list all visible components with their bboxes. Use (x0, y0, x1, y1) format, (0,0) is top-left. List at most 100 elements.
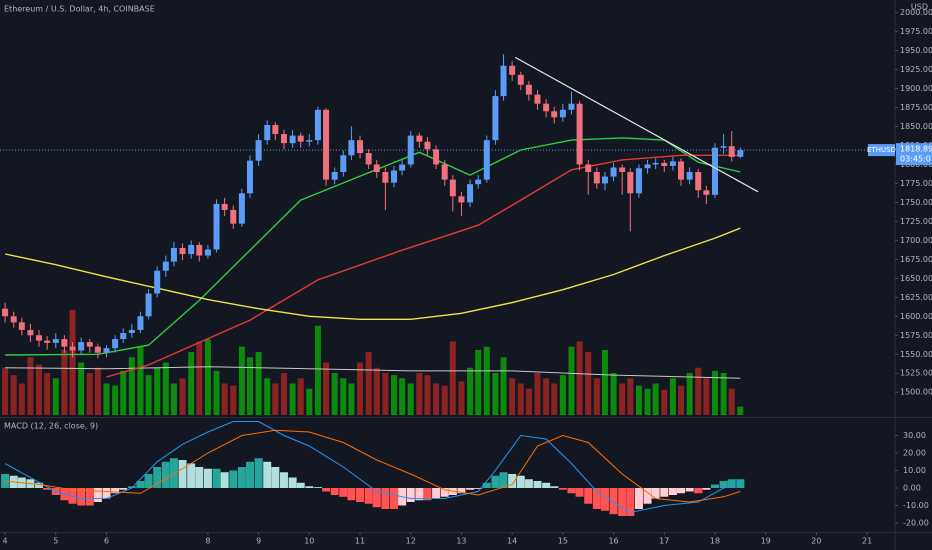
x-tick-label: 18 (710, 537, 720, 546)
macd-histogram-bar (592, 488, 601, 509)
candle-body (196, 244, 203, 256)
volume-bar (154, 367, 161, 415)
volume-bar (280, 373, 287, 415)
volume-bar (69, 310, 76, 415)
candle-body (44, 340, 51, 343)
volume-bar (27, 357, 34, 415)
macd-histogram-bar (491, 475, 500, 488)
macd-histogram-bar (220, 472, 229, 488)
candle-body (112, 339, 119, 349)
candle-body (323, 109, 330, 180)
macd-histogram-bar (322, 488, 331, 492)
symbol-box (868, 144, 895, 157)
candle-body (652, 162, 659, 165)
y-tick-label: 1500.00 (900, 388, 932, 397)
candle-body (238, 193, 245, 224)
x-tick-label: 14 (507, 537, 517, 546)
macd-histogram-bar (296, 482, 305, 488)
x-tick-label: 10 (304, 537, 314, 546)
y-tick-label: 1700.00 (900, 236, 932, 245)
x-tick-label: 5 (53, 537, 58, 546)
macd-histogram-bar (43, 488, 52, 490)
volume-bar (534, 373, 541, 415)
volume-bar (500, 357, 507, 415)
candle-body (610, 167, 617, 177)
volume-bar (120, 370, 127, 415)
macd-histogram-bar (618, 488, 627, 516)
y-tick-label: 1600.00 (900, 312, 932, 321)
macd-histogram-bar (685, 488, 694, 492)
macd-y-tick-label: 30.00 (903, 431, 926, 440)
volume-bar (627, 378, 634, 415)
candle-body (264, 124, 271, 141)
macd-histogram-bar (584, 488, 593, 504)
macd-histogram-bar (727, 479, 736, 488)
macd-histogram-bar (136, 481, 145, 488)
volume-bar (669, 378, 676, 415)
volume-bar (331, 373, 338, 415)
macd-histogram-bar (634, 488, 643, 509)
macd-histogram-bar (499, 472, 508, 488)
macd-histogram-bar (372, 488, 381, 508)
signal-line (5, 429, 741, 503)
candle-body (230, 210, 237, 224)
candle-body (162, 261, 169, 271)
candle-body (593, 172, 600, 184)
macd-histogram-bar (1, 474, 10, 488)
volume-bar (601, 349, 608, 415)
x-tick-label: 6 (104, 537, 109, 546)
macd-histogram-bar (279, 472, 288, 488)
volume-bar (162, 362, 169, 415)
candle-body (424, 141, 431, 150)
candle-body (525, 84, 532, 95)
candle-body (137, 316, 144, 330)
macd-histogram-bar (406, 488, 415, 502)
macd-y-tick-label: -20.00 (903, 519, 929, 528)
macd-histogram-bar (702, 488, 711, 490)
candle-body (678, 161, 685, 180)
macd-histogram-bar (474, 488, 483, 489)
candle-body (500, 65, 507, 97)
volume-bar (483, 346, 490, 415)
y-tick-label: 2000.00 (900, 8, 932, 17)
macd-histogram-bar (423, 488, 432, 501)
y-tick-label: 1900.00 (900, 84, 932, 93)
currency: USD (911, 3, 928, 12)
macd-histogram-bar (415, 488, 424, 501)
macd-histogram-bar (330, 488, 339, 495)
candle-body (221, 203, 228, 210)
macd-histogram-bar (169, 458, 178, 488)
volume-bar (365, 352, 372, 415)
candle-body (170, 247, 177, 262)
volume-bar (652, 383, 659, 415)
volume-bar (94, 367, 101, 415)
x-tick-label: 15 (558, 537, 568, 546)
macd-histogram-bar (609, 488, 618, 515)
macd-line (4, 421, 741, 514)
y-tick-label: 1950.00 (900, 46, 932, 55)
macd-histogram-bar (288, 477, 297, 488)
macd-histogram-bar (161, 461, 170, 488)
macd-histogram-bar (736, 479, 745, 488)
macd-histogram-bar (305, 486, 314, 488)
candle-body (61, 339, 68, 347)
candle-body (188, 244, 195, 255)
y-tick-label: 1975.00 (900, 27, 932, 36)
volume-bar (103, 383, 110, 415)
x-tick-label: 20 (811, 537, 821, 546)
candle-body (357, 140, 364, 154)
volume-bar (61, 349, 68, 415)
volume-ma (5, 366, 741, 379)
candle-body (492, 96, 499, 141)
macd-histogram-bar (237, 467, 246, 488)
volume-bar (170, 383, 177, 415)
macd-title: MACD (12, 26, close, 9) (4, 422, 98, 431)
y-tick-label: 1750.00 (900, 198, 932, 207)
macd-histogram-bar (558, 488, 567, 490)
volume-bar (551, 383, 558, 415)
moving-average (4, 227, 741, 320)
volume-bar (52, 378, 59, 415)
macd-histogram-bar (643, 488, 652, 504)
volume-bar (137, 346, 144, 415)
